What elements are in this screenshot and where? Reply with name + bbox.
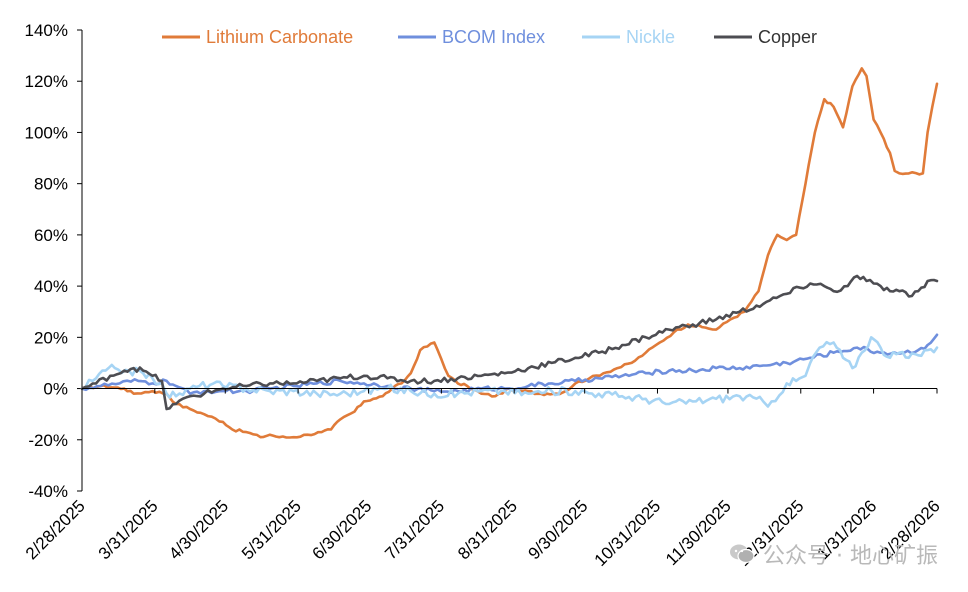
x-tick-label: 9/30/2025 — [525, 496, 592, 563]
y-axis: -40% -20% 0% 20% 40% 60% 80% 100% 120% 140% — [25, 21, 83, 501]
legend-label: BCOM Index — [442, 27, 545, 47]
x-tick-label: 11/30/2025 — [662, 496, 735, 569]
chart-legend: Lithium Carbonate BCOM Index Nickle Copper — [162, 27, 817, 47]
watermark-text: 公众号 · 地心矿振 — [763, 544, 938, 569]
wechat-icon — [729, 543, 755, 565]
lithium-carbonate-line — [80, 67, 939, 439]
y-tick-label: 80% — [34, 175, 68, 194]
y-tick-label: 100% — [25, 123, 68, 142]
x-tick-label: 10/31/2025 — [591, 496, 665, 570]
y-tick-label: 140% — [25, 21, 68, 40]
y-tick-label: 20% — [34, 328, 68, 347]
y-tick-label: 60% — [34, 226, 68, 245]
y-tick-label: -40% — [28, 482, 68, 501]
y-tick-label: 120% — [25, 72, 68, 91]
y-tick-label: -20% — [28, 431, 68, 450]
y-tick-label: 40% — [34, 277, 68, 296]
legend-label: Nickle — [626, 27, 675, 47]
watermark: 公众号 · 地心矿振 — [729, 538, 938, 570]
y-tick-label: 0% — [43, 380, 68, 399]
x-tick-label: 3/31/2025 — [95, 496, 162, 563]
legend-label: Lithium Carbonate — [206, 27, 353, 47]
x-tick-label: 6/30/2025 — [308, 496, 375, 563]
plot-area — [80, 67, 939, 439]
x-tick-label: 4/30/2025 — [165, 496, 232, 563]
x-tick-label: 2/28/2025 — [22, 496, 89, 563]
x-tick-label: 5/31/2025 — [238, 496, 305, 563]
x-tick-label: 8/31/2025 — [454, 496, 521, 563]
x-tick-label: 7/31/2025 — [381, 496, 448, 563]
legend-label: Copper — [758, 27, 817, 47]
bcom-index-line — [80, 333, 939, 395]
